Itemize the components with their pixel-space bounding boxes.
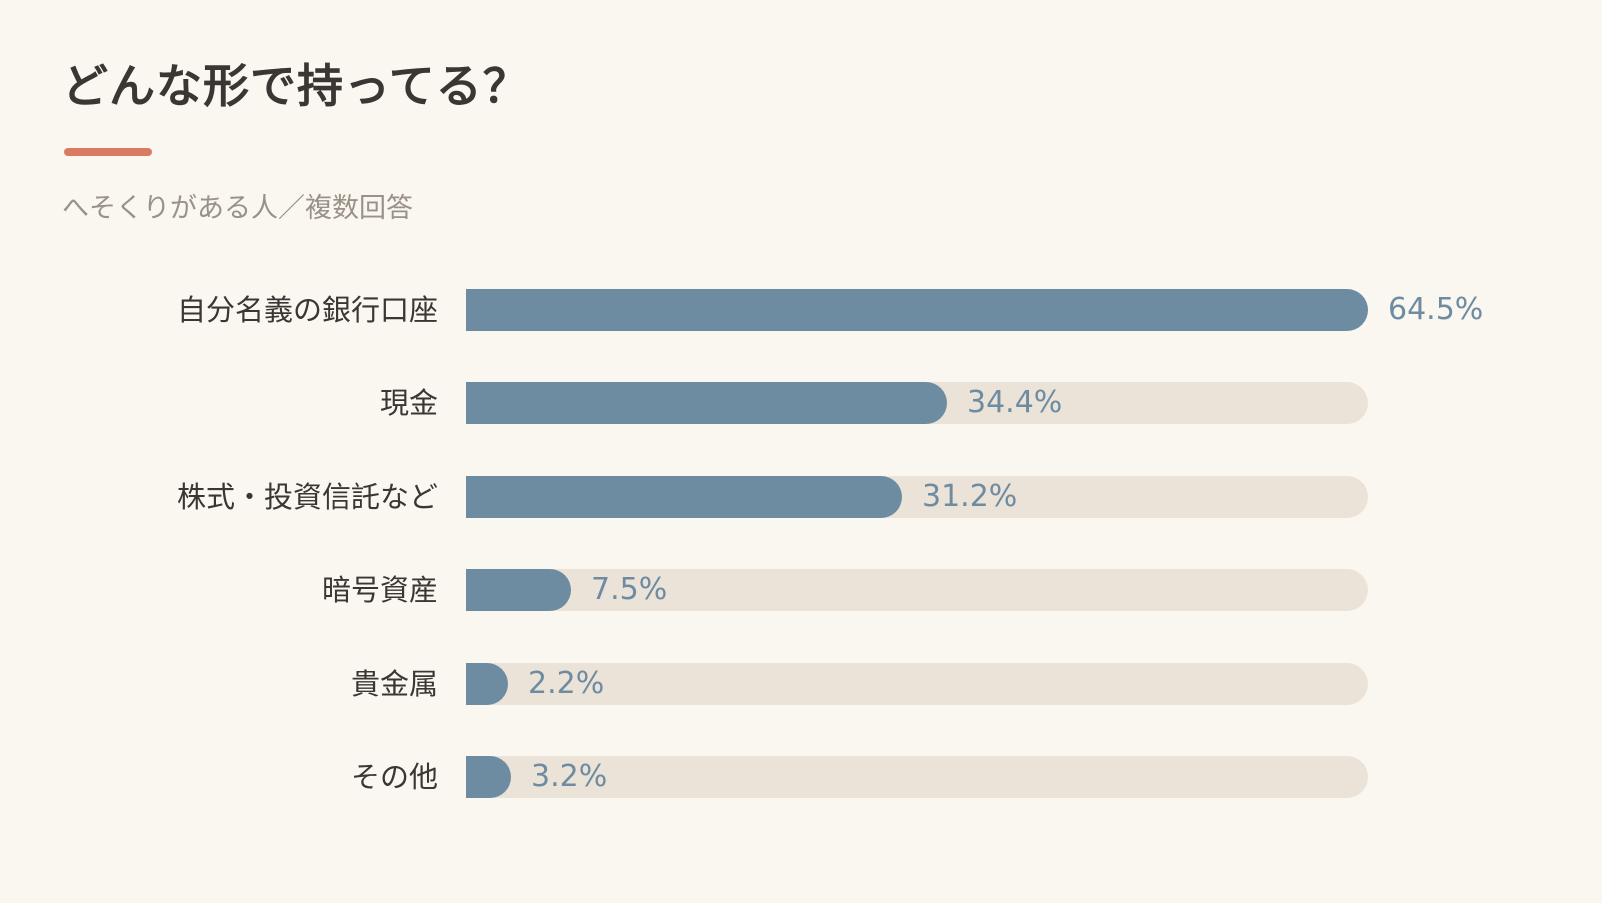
value-label: 34.4% xyxy=(967,385,1063,420)
bar-track xyxy=(466,569,1368,611)
bar xyxy=(466,663,508,705)
category-label: 暗号資産 xyxy=(321,573,438,607)
category-label: 貴金属 xyxy=(350,667,438,701)
value-label: 31.2% xyxy=(922,479,1018,514)
bar xyxy=(466,476,902,518)
category-label: 株式・投資信託など xyxy=(176,480,438,514)
category-label: 自分名義の銀行口座 xyxy=(176,293,438,327)
bar xyxy=(466,569,571,611)
chart-subtitle: へそくりがある人／複数回答 xyxy=(62,193,413,224)
category-label: その他 xyxy=(350,760,438,794)
value-label: 7.5% xyxy=(591,572,668,607)
value-label: 3.2% xyxy=(531,759,608,794)
chart-title: どんな形で持ってる？ xyxy=(62,59,530,113)
bar-track xyxy=(466,663,1368,705)
bar xyxy=(466,756,511,798)
value-label: 64.5% xyxy=(1388,292,1484,327)
value-label: 2.2% xyxy=(528,666,605,701)
title-accent-rule xyxy=(64,148,152,156)
category-label: 現金 xyxy=(379,386,438,420)
bar-track xyxy=(466,756,1368,798)
bar xyxy=(466,289,1368,331)
bar xyxy=(466,382,947,424)
